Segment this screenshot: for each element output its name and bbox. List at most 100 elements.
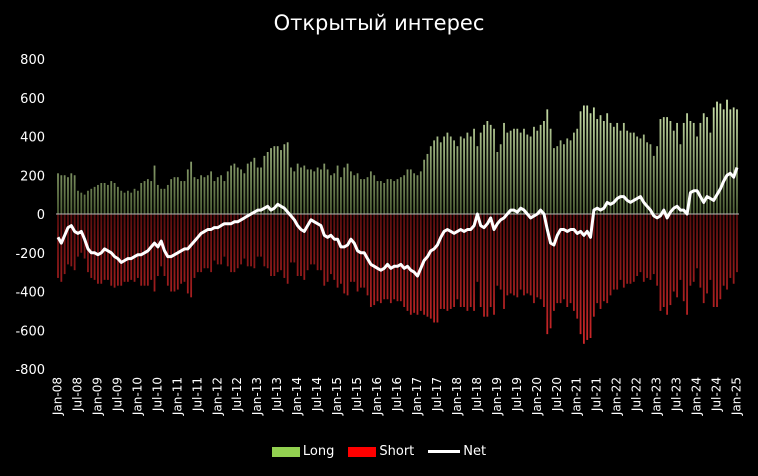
x-tick-label: Jan-20 [530, 377, 544, 416]
long-bar [67, 177, 69, 214]
long-bar [513, 128, 515, 214]
short-bar [300, 214, 302, 276]
long-bar [463, 138, 465, 214]
short-bar [456, 214, 459, 300]
short-bar [433, 214, 436, 323]
long-bar [556, 146, 559, 214]
short-bar [646, 214, 649, 278]
long-bar [356, 173, 359, 214]
long-bar [223, 181, 226, 214]
x-tick-label: Jan-22 [610, 377, 624, 416]
long-bar [117, 186, 119, 214]
long-bar [253, 157, 256, 214]
long-bar [90, 188, 93, 214]
short-bar [213, 214, 216, 261]
short-bar [286, 214, 289, 284]
long-bar [330, 175, 332, 214]
x-tick-label: Jan-08 [51, 377, 65, 416]
short-bar [226, 214, 229, 267]
long-bar [609, 122, 612, 214]
long-bar [93, 186, 96, 214]
short-bar [413, 214, 416, 313]
short-bar [612, 214, 615, 290]
short-bar [359, 214, 362, 288]
long-bar [213, 181, 216, 214]
short-bar [426, 214, 429, 317]
long-bar [589, 113, 592, 214]
short-bar [316, 214, 319, 271]
long-bar [696, 136, 698, 214]
short-swatch [348, 446, 377, 457]
long-bar [436, 136, 439, 214]
long-bar [210, 171, 213, 214]
short-bar [436, 214, 439, 323]
short-bar [186, 214, 189, 294]
short-bar [592, 214, 595, 317]
long-bar [659, 119, 662, 214]
long-swatch [271, 446, 300, 457]
short-bar [233, 214, 236, 273]
x-tick-label: Jan-19 [490, 377, 504, 416]
short-bar [669, 214, 672, 306]
long-bar [416, 175, 419, 214]
long-bar [136, 190, 139, 214]
short-bar [236, 214, 239, 269]
legend-label-long: Long [302, 444, 335, 459]
long-bar [419, 171, 422, 214]
long-bar [596, 119, 599, 214]
y-tick-label: 800 [20, 53, 45, 68]
long-bar [126, 190, 129, 214]
short-bar [443, 214, 445, 309]
short-bar [206, 214, 209, 269]
long-bar [143, 181, 146, 214]
short-bar [280, 214, 282, 271]
short-bar [313, 214, 316, 265]
x-tick-label: Jul-09 [110, 377, 124, 412]
long-bar [616, 122, 619, 214]
short-bar [117, 214, 119, 286]
short-bar [419, 214, 422, 311]
x-tick-label: Jan-10 [130, 377, 144, 416]
legend-item-long: Long [271, 444, 335, 459]
short-bar [416, 214, 419, 315]
short-bar [393, 214, 396, 300]
long-bar [536, 130, 539, 214]
long-bar [459, 136, 462, 214]
short-bar [143, 214, 146, 286]
short-bar [123, 214, 126, 282]
long-bar [699, 122, 702, 214]
short-bar [722, 214, 725, 286]
long-bar [166, 184, 169, 214]
long-bar [559, 140, 562, 214]
short-bar [682, 214, 685, 302]
x-axis: Jan-08 Jul-08 Jan-09 Jul-09 Jan-10 Jul-10 Jan-… [51, 377, 744, 416]
y-axis: 800 600 400 200 0 -200 -400 -600 -800 [15, 53, 45, 378]
long-bar [246, 163, 249, 214]
short-bar [692, 214, 695, 282]
short-bar [429, 214, 432, 319]
short-bar [57, 214, 59, 278]
bars [57, 99, 738, 344]
short-bar [602, 214, 605, 302]
short-bar [130, 214, 133, 280]
long-bar [529, 136, 532, 214]
short-bar [306, 214, 309, 271]
long-bar [230, 165, 232, 214]
short-bar [463, 214, 465, 307]
long-bar [486, 121, 489, 214]
long-bar [582, 105, 585, 214]
short-bar [702, 214, 705, 304]
long-bar [389, 179, 392, 214]
long-bar [369, 171, 372, 214]
short-bar [70, 214, 73, 267]
short-bar [469, 214, 472, 307]
long-bar [479, 132, 482, 214]
short-bar [90, 214, 93, 278]
short-bar [330, 214, 332, 275]
long-bar [153, 165, 156, 214]
long-bar [303, 165, 306, 214]
long-bar [123, 192, 126, 214]
x-tick-label: Jan-18 [450, 377, 464, 416]
short-bar [476, 214, 479, 282]
short-bar [519, 214, 522, 290]
